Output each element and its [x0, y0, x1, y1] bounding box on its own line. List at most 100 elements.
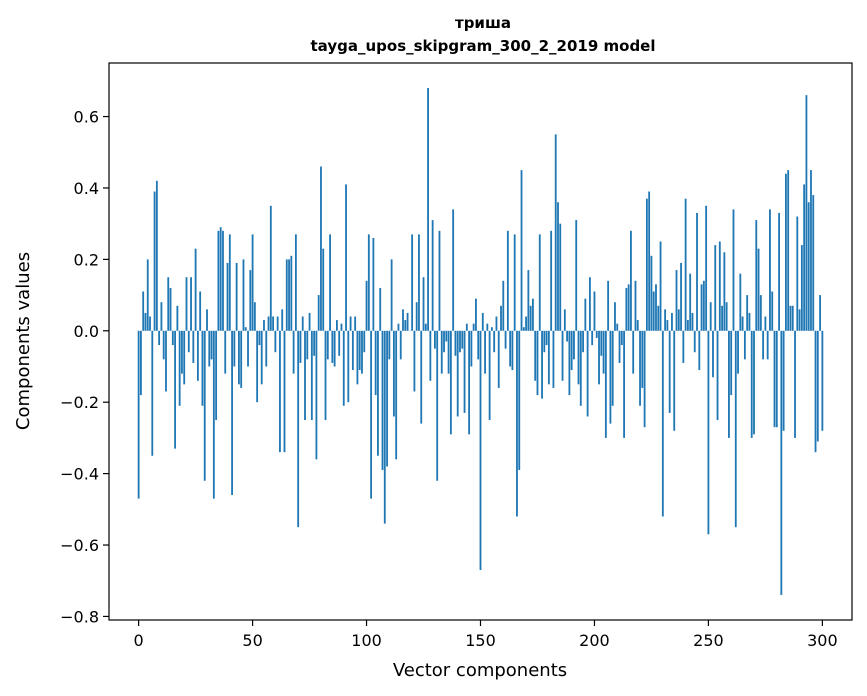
bar: [800, 245, 803, 331]
bar: [543, 330, 546, 353]
bar: [383, 330, 386, 524]
bar: [235, 262, 238, 331]
bar: [356, 330, 359, 385]
chart-title: триша: [455, 14, 511, 32]
bar: [436, 330, 439, 481]
bar: [584, 298, 587, 331]
bar: [315, 330, 318, 460]
bar: [561, 330, 564, 381]
bar: [634, 280, 637, 331]
bar: [764, 316, 767, 331]
bar: [593, 291, 596, 331]
y-tick-label: 0.6: [74, 108, 99, 127]
bar: [636, 320, 639, 331]
bar: [534, 330, 537, 381]
x-tick-label: 100: [351, 631, 382, 650]
y-tick-label: −0.2: [60, 393, 99, 412]
bar: [456, 330, 459, 417]
bar: [379, 287, 382, 331]
bar: [404, 320, 407, 331]
bar: [623, 330, 625, 438]
bar: [345, 184, 347, 331]
bar: [821, 330, 824, 431]
bar: [488, 330, 491, 421]
bar: [730, 330, 733, 396]
bar: [732, 209, 735, 331]
bar: [324, 330, 327, 421]
bar: [146, 259, 149, 331]
bar: [363, 330, 366, 353]
bar: [513, 234, 516, 331]
bar: [611, 330, 614, 406]
y-tick-label: 0.4: [74, 179, 99, 198]
bar: [174, 330, 177, 449]
bar: [265, 330, 268, 367]
bar: [639, 330, 641, 406]
bar: [614, 302, 616, 331]
bar: [693, 330, 696, 353]
bar: [219, 227, 222, 331]
bar: [620, 330, 623, 346]
bar: [757, 248, 760, 331]
bar: [721, 305, 724, 331]
bar: [812, 195, 815, 331]
bar: [766, 330, 769, 360]
bar: [682, 330, 685, 363]
bar: [805, 95, 808, 331]
bar: [424, 323, 427, 331]
bar: [313, 330, 316, 356]
bar: [263, 320, 265, 331]
bar: [481, 312, 484, 331]
bar: [570, 330, 573, 371]
y-axis-ticks: −0.8 −0.6 −0.4 −0.2 0.0 0.2 0.4 0.6: [60, 108, 109, 626]
bar: [194, 248, 197, 331]
bar: [310, 330, 313, 421]
bar: [304, 330, 306, 421]
bar: [659, 241, 662, 331]
bar: [686, 320, 689, 331]
bar: [554, 134, 557, 331]
bar: [374, 330, 377, 396]
bar: [495, 316, 498, 331]
bar: [338, 330, 341, 356]
bar: [791, 305, 794, 331]
bar: [326, 330, 329, 360]
bar: [267, 316, 270, 331]
bar: [165, 330, 167, 392]
bar: [256, 330, 259, 403]
bar: [737, 330, 739, 374]
bar: [292, 330, 295, 374]
bar: [668, 330, 671, 413]
bar: [388, 330, 391, 360]
bar: [212, 330, 215, 499]
bar: [796, 216, 799, 331]
bar: [465, 323, 468, 331]
bar: [169, 287, 172, 331]
bar: [748, 312, 751, 331]
bar: [645, 198, 648, 331]
bar: [171, 330, 174, 346]
bar: [532, 298, 534, 331]
bar: [308, 312, 311, 331]
bar: [196, 330, 199, 381]
bar: [392, 330, 395, 417]
bar: [251, 234, 254, 331]
bar: [671, 312, 673, 331]
bar: [285, 259, 288, 331]
bar: [258, 330, 261, 346]
bar: [340, 323, 343, 331]
bar: [759, 295, 762, 331]
bar: [468, 330, 471, 435]
bar: [461, 330, 464, 349]
bar: [490, 327, 493, 331]
bar: [349, 316, 352, 331]
bar-series: [137, 87, 824, 596]
bar: [734, 330, 737, 528]
bar: [331, 330, 334, 363]
bar: [816, 330, 819, 442]
bar: [477, 330, 480, 360]
bar: [798, 309, 801, 331]
bar: [397, 323, 400, 331]
bar: [648, 191, 651, 331]
bar: [301, 316, 304, 331]
